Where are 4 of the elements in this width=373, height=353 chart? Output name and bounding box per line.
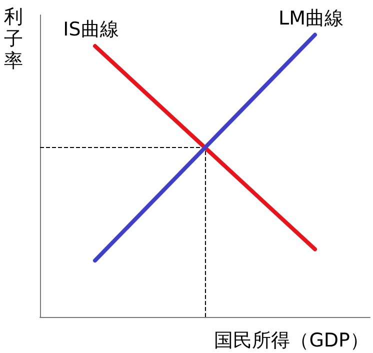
x-axis-title: 国民所得（GDP） [214,330,369,352]
y-axis-title: 利子率 [4,6,23,72]
series-label: IS曲線 [63,18,119,41]
series-label: LM曲線 [278,7,344,30]
